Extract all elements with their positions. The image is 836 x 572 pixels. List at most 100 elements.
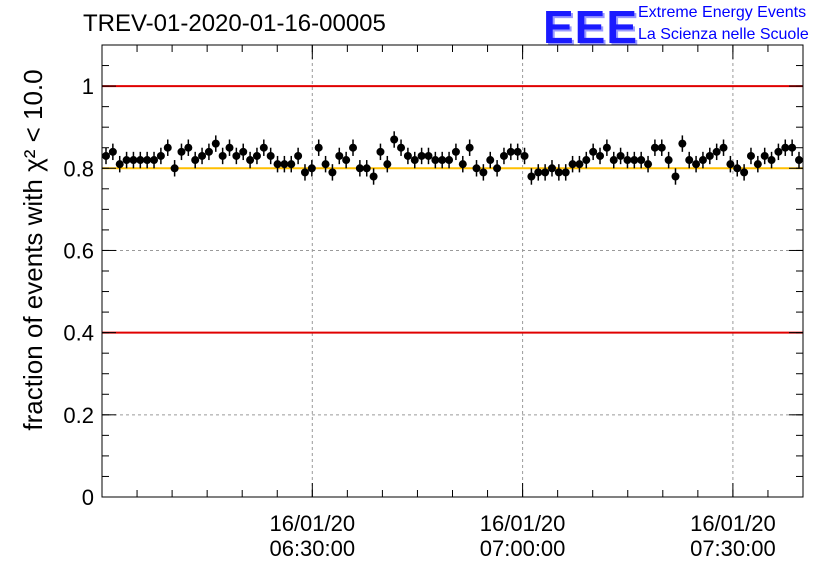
y-tick-label: 0.8 <box>63 156 94 181</box>
data-point <box>150 156 159 165</box>
data-point <box>685 156 694 165</box>
x-tick-label-time: 07:30:00 <box>690 536 776 561</box>
data-point <box>657 143 666 152</box>
data-point <box>650 143 659 152</box>
data-point <box>781 143 790 152</box>
data-point <box>314 143 323 152</box>
y-tick-label: 0.2 <box>63 403 94 428</box>
data-point <box>554 168 563 177</box>
data-point <box>397 143 406 152</box>
x-tick-label-date: 16/01/20 <box>690 511 776 536</box>
data-point <box>342 156 351 165</box>
x-axis: 16/01/2006:30:0016/01/2007:00:0016/01/20… <box>101 45 804 561</box>
y-axis-label: fraction of events with χ² < 10.0 <box>18 69 48 430</box>
data-point <box>698 156 707 165</box>
data-point <box>431 156 440 165</box>
data-point <box>733 164 742 173</box>
data-point <box>582 156 591 165</box>
data-point <box>664 156 673 165</box>
data-point <box>218 151 227 160</box>
data-point <box>520 151 529 160</box>
data-point <box>191 156 200 165</box>
data-point <box>753 160 762 169</box>
eee-logo: EEE Extreme Energy Events La Scienza nel… <box>543 1 833 53</box>
data-point <box>760 151 769 160</box>
data-point <box>246 156 255 165</box>
y-tick-label: 1 <box>82 74 94 99</box>
data-point <box>280 160 289 169</box>
reference-lines <box>102 85 803 334</box>
data-point <box>506 147 515 156</box>
data-point <box>307 164 316 173</box>
data-point <box>678 139 687 148</box>
eee-logo-line2: La Scienza nelle Scuole <box>638 26 809 43</box>
data-point <box>390 135 399 144</box>
data-point <box>232 151 241 160</box>
data-point <box>575 160 584 169</box>
x-tick-label-date: 16/01/20 <box>480 511 566 536</box>
data-point <box>493 164 502 173</box>
data-point <box>349 143 358 152</box>
data-point <box>266 151 275 160</box>
data-point <box>445 156 454 165</box>
data-point <box>252 151 261 160</box>
data-point <box>589 147 598 156</box>
eee-logo-mark: EEE <box>543 1 639 53</box>
data-point <box>410 156 419 165</box>
plot-frame <box>101 44 804 498</box>
data-point <box>403 151 412 160</box>
data-point <box>499 151 508 160</box>
data-point <box>225 143 234 152</box>
data-point <box>122 156 131 165</box>
data-point <box>115 160 124 169</box>
data-point <box>108 147 117 156</box>
data-point <box>568 160 577 169</box>
data-point <box>355 164 364 173</box>
x-tick-label-time: 06:30:00 <box>269 536 355 561</box>
data-point <box>204 147 213 156</box>
x-tick-label-time: 07:00:00 <box>480 536 566 561</box>
data-point <box>369 172 378 181</box>
chart-title: TREV-01-2020-01-16-00005 <box>83 10 386 37</box>
data-point <box>102 151 110 160</box>
data-point <box>184 143 193 152</box>
data-point <box>561 168 570 177</box>
data-point <box>287 160 296 169</box>
data-point <box>644 160 653 169</box>
y-tick-label: 0.6 <box>63 238 94 263</box>
data-point <box>156 151 165 160</box>
data-point <box>451 147 460 156</box>
data-point <box>740 168 749 177</box>
data-point <box>596 151 605 160</box>
data-point <box>335 151 344 160</box>
data-point <box>362 164 371 173</box>
data-point <box>795 156 803 165</box>
data-point <box>417 151 426 160</box>
data-point <box>541 168 550 177</box>
data-point <box>143 156 152 165</box>
data-point <box>383 160 392 169</box>
data-point <box>211 139 220 148</box>
data-point <box>705 151 714 160</box>
data-point <box>630 156 639 165</box>
data-point <box>300 168 309 177</box>
data-point <box>486 156 495 165</box>
data-point <box>746 151 755 160</box>
data-point <box>671 172 680 181</box>
data-point <box>726 160 735 169</box>
y-axis: 0 0.2 0.4 0.6 0.8 1 <box>63 44 803 510</box>
data-point <box>424 151 433 160</box>
data-point <box>294 151 303 160</box>
eee-logo-line1: Extreme Energy Events <box>638 4 807 21</box>
data-point <box>547 164 556 173</box>
data-point <box>609 156 618 165</box>
data-point <box>692 160 701 169</box>
data-point <box>479 168 488 177</box>
data-point <box>767 156 776 165</box>
data-point <box>328 168 337 177</box>
y-tick-label: 0.4 <box>63 321 94 346</box>
data-point <box>136 156 145 165</box>
data-point <box>177 147 186 156</box>
data-point <box>273 160 282 169</box>
